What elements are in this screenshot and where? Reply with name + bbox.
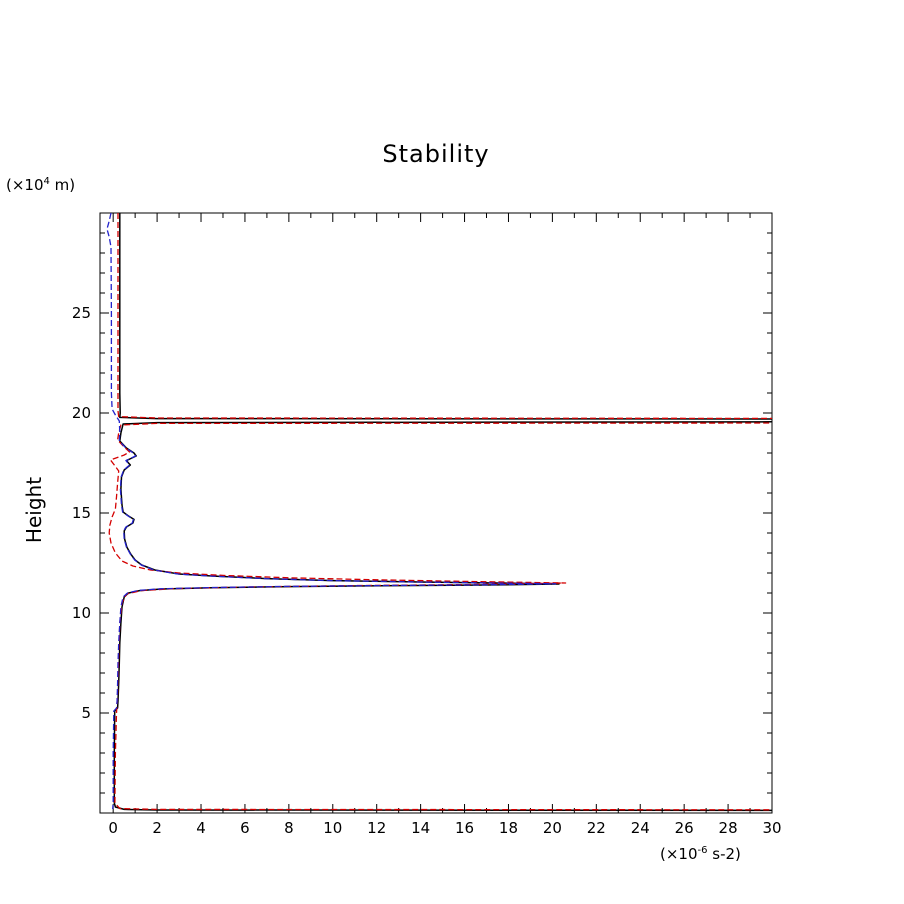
y-tick-label: 10	[72, 604, 91, 622]
x-tick-label: 26	[675, 819, 694, 837]
x-unit-prefix: (×10	[660, 845, 698, 863]
x-tick-label: 8	[284, 819, 294, 837]
y-tick-label: 20	[72, 404, 91, 422]
y-tick-label: 15	[72, 504, 91, 522]
y-tick-label: 5	[81, 704, 91, 722]
y-tick-label: 25	[72, 304, 91, 322]
series-stability-dashed-blue	[106, 213, 557, 810]
x-tick-label: 14	[411, 819, 430, 837]
x-tick-label: 4	[196, 819, 206, 837]
x-tick-label: 20	[543, 819, 562, 837]
x-tick-label: 6	[240, 819, 250, 837]
x-tick-label: 10	[323, 819, 342, 837]
series-stability-dashed-red	[108, 213, 772, 811]
x-tick-label: 16	[455, 819, 474, 837]
x-tick-label: 28	[719, 819, 738, 837]
x-tick-label: 0	[108, 819, 118, 837]
series-stability-solid-black	[113, 213, 772, 812]
x-tick-label: 2	[152, 819, 162, 837]
y-unit-suffix: m)	[49, 176, 76, 194]
x-tick-label: 12	[367, 819, 386, 837]
x-axis-unit-label: (×10-6 s-2)	[660, 845, 741, 863]
chart-title: Stability	[382, 140, 490, 168]
y-unit-prefix: (×10	[6, 176, 44, 194]
x-tick-label: 30	[762, 819, 781, 837]
x-unit-suffix: s-2)	[707, 845, 741, 863]
plot-frame	[99, 212, 773, 814]
x-tick-label: 24	[631, 819, 650, 837]
x-unit-exponent: -6	[697, 845, 708, 856]
y-axis-unit-label: (×104 m)	[6, 176, 75, 194]
y-unit-exponent: 4	[43, 176, 50, 187]
x-tick-label: 22	[587, 819, 606, 837]
x-tick-label: 18	[499, 819, 518, 837]
